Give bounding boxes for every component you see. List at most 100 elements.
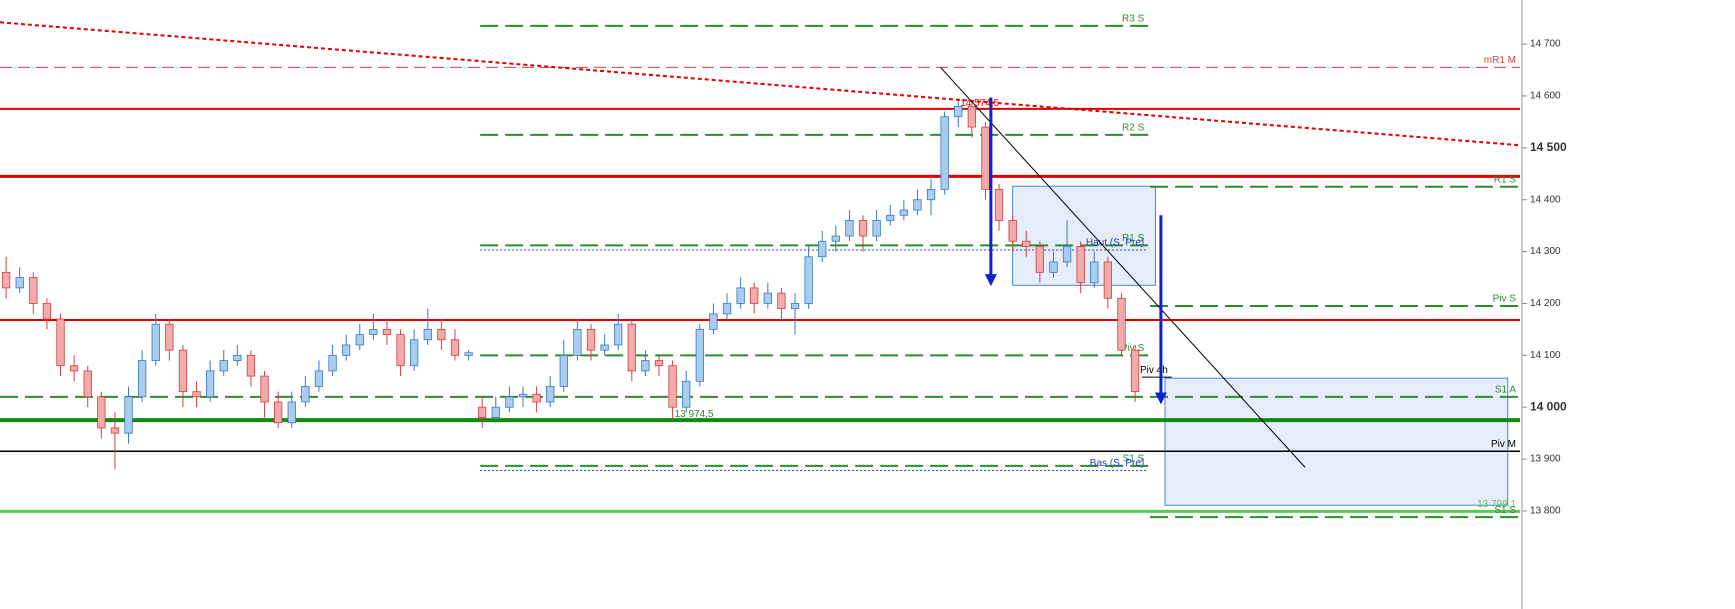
- candle-body: [695, 328, 704, 382]
- candle-body: [1103, 261, 1113, 299]
- level-label: R1 S: [1122, 233, 1145, 244]
- candle-body: [137, 360, 147, 398]
- candle-body: [994, 188, 1004, 221]
- candle-body: [682, 380, 691, 408]
- candle-body: [627, 323, 636, 372]
- level-label: Bas (S. Pre): [1090, 458, 1144, 469]
- candle-body: [1035, 246, 1044, 273]
- level-label: mR1 M: [1484, 55, 1516, 66]
- candle-body: [110, 427, 120, 434]
- candle-body: [1090, 261, 1099, 284]
- candle-body: [899, 209, 908, 216]
- level-label: S1 A: [1495, 384, 1516, 395]
- candle-body: [165, 323, 174, 351]
- y-tick-label: 14 600: [1530, 91, 1561, 102]
- candle-body: [505, 396, 514, 408]
- candle-body: [709, 313, 718, 330]
- candle-body: [1130, 349, 1140, 393]
- candle-body: [396, 334, 405, 367]
- candle-body: [954, 105, 963, 118]
- candle-body: [1008, 220, 1017, 242]
- candle-body: [219, 360, 228, 372]
- candle-body: [926, 188, 936, 201]
- candle-body: [29, 277, 38, 304]
- candle-body: [818, 240, 827, 258]
- y-tick-label: 14 500: [1530, 140, 1567, 154]
- candle-body: [981, 126, 990, 190]
- candle-body: [831, 235, 840, 242]
- candle-body: [410, 339, 419, 367]
- candle-body: [355, 334, 364, 346]
- candle-body: [586, 328, 596, 351]
- candle-body: [804, 256, 813, 304]
- candle-body: [233, 354, 242, 361]
- candle-body: [872, 220, 881, 237]
- candle-body: [124, 396, 133, 434]
- zone: [1164, 377, 1509, 506]
- candle-body: [750, 287, 759, 304]
- candle-body: [573, 328, 582, 356]
- candle-body: [423, 328, 432, 341]
- y-tick-label: 14 000: [1530, 399, 1567, 413]
- y-tick-label: 14 300: [1530, 246, 1561, 257]
- candle-body: [1049, 261, 1058, 273]
- candle-body: [1117, 297, 1126, 351]
- candle-body: [1076, 246, 1085, 284]
- candle-body: [97, 396, 106, 429]
- y-tick-label: 13 800: [1530, 506, 1561, 517]
- candle-body: [314, 370, 324, 387]
- trendline: [940, 67, 1306, 468]
- candle-body: [546, 386, 555, 403]
- y-tick-label: 14 400: [1530, 194, 1561, 205]
- level-label: R2 S: [1122, 123, 1145, 134]
- candle-body: [15, 277, 24, 289]
- candle-body: [274, 401, 283, 424]
- candle-body: [722, 303, 732, 315]
- level-label: Piv S: [1493, 294, 1517, 305]
- candle-body: [450, 339, 460, 356]
- candle-body: [1, 271, 11, 289]
- candle-body: [260, 375, 269, 403]
- candle-body: [246, 354, 256, 377]
- candle-body: [518, 393, 528, 398]
- candle-body: [491, 406, 500, 418]
- candle-body: [967, 105, 976, 128]
- candle-body: [369, 328, 378, 335]
- candle-body: [464, 352, 473, 356]
- level-label: 13 799,1: [1477, 499, 1516, 510]
- y-tick-label: 14 200: [1530, 298, 1561, 309]
- level-label: S1 S: [1494, 505, 1516, 516]
- candle-body: [845, 220, 854, 237]
- candle-body: [913, 199, 922, 211]
- candle-body: [342, 344, 351, 356]
- level-label: R3 S: [1122, 14, 1145, 25]
- candle-body: [328, 354, 337, 372]
- annotation: 13 974,5: [675, 409, 714, 420]
- annotation: 14 574,5: [960, 98, 999, 109]
- candle-body: [301, 386, 310, 403]
- candle-body: [382, 328, 392, 335]
- candle-body: [559, 354, 568, 387]
- y-tick-label: 13 900: [1530, 454, 1561, 465]
- candle-body: [478, 406, 487, 418]
- candle-body: [83, 370, 92, 398]
- candle-body: [69, 365, 79, 372]
- candle-body: [600, 344, 609, 351]
- candle-body: [532, 393, 541, 403]
- candle-body: [858, 220, 868, 237]
- candle-body: [56, 318, 65, 367]
- candle-body: [654, 360, 664, 367]
- level-label: Piv 4h: [1140, 365, 1168, 376]
- level-label: Piv M: [1491, 439, 1516, 450]
- trendline: [0, 21, 1521, 147]
- y-tick-label: 14 100: [1530, 350, 1561, 361]
- candle-body: [614, 323, 623, 346]
- candle-body: [1022, 240, 1031, 247]
- candle-body: [151, 323, 160, 361]
- candle-body: [668, 365, 677, 408]
- candle-body: [206, 370, 215, 398]
- candle-body: [287, 401, 296, 424]
- level-label: Piv S: [1121, 343, 1145, 354]
